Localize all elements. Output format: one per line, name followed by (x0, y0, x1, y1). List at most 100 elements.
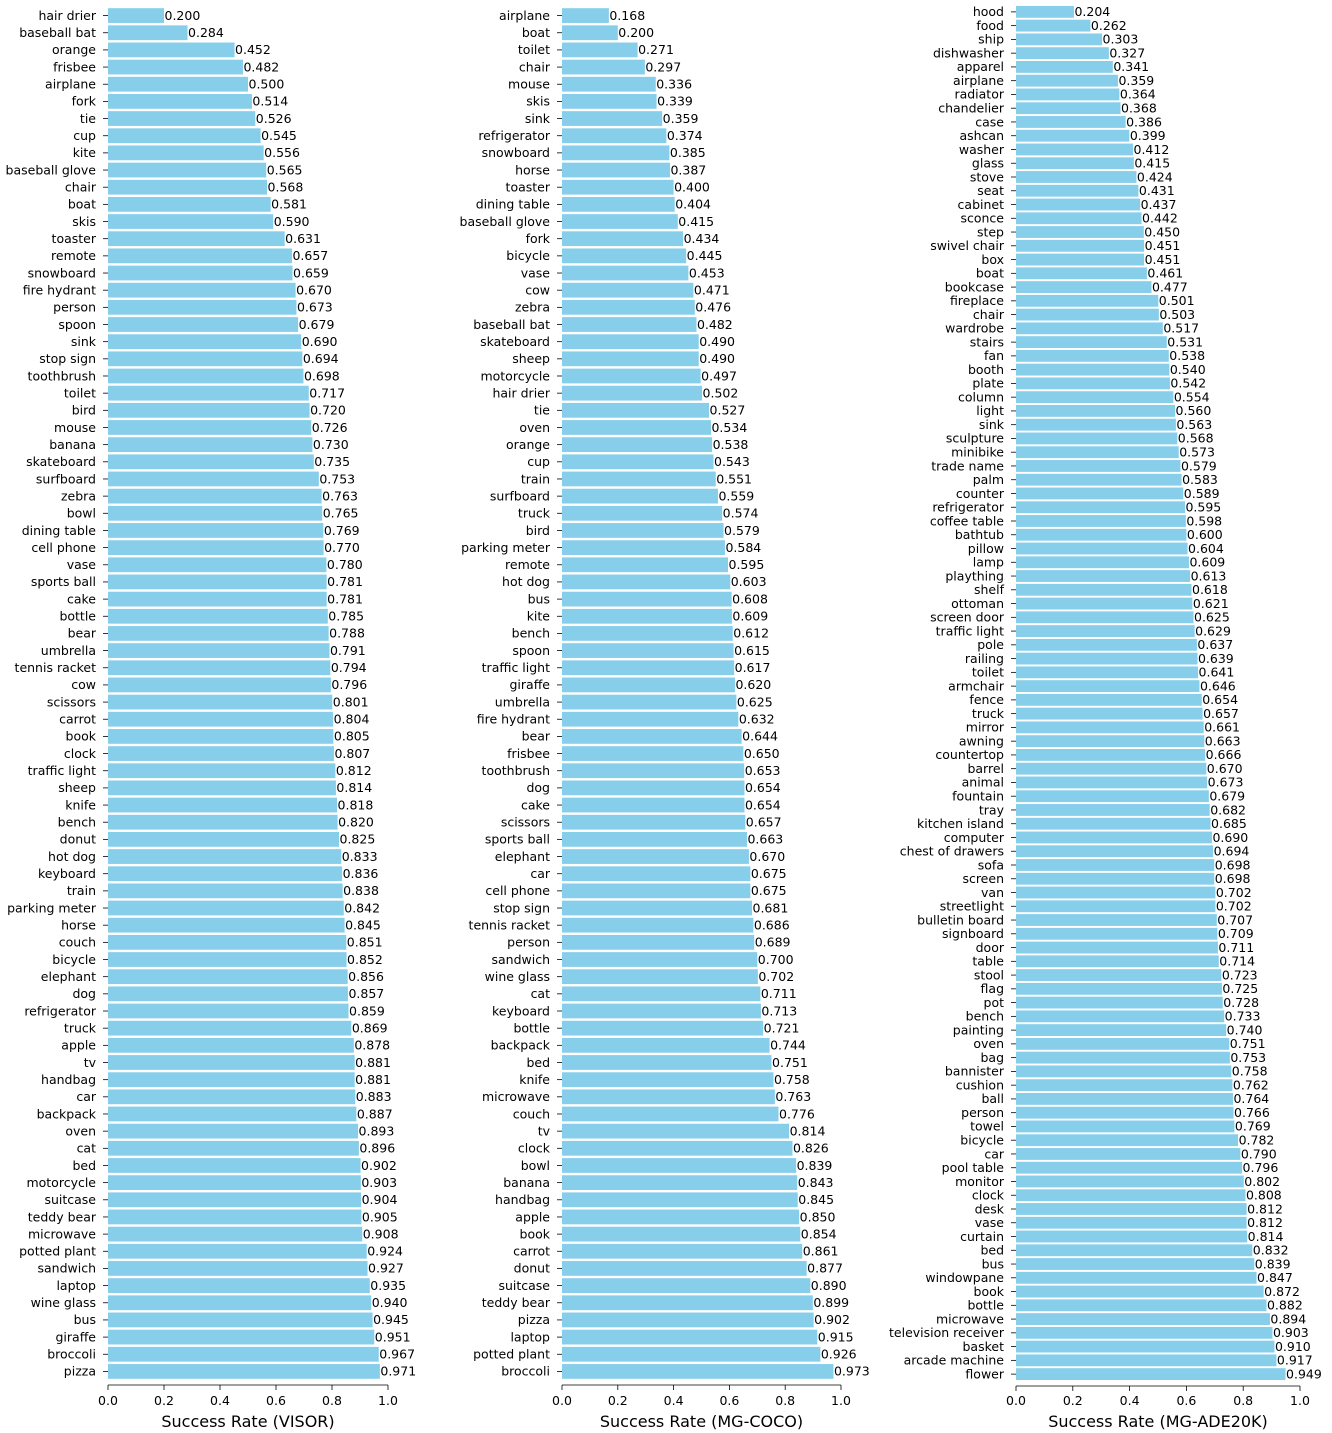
mg-coco-bar (562, 334, 699, 350)
mg-ade20k-bar (1016, 1010, 1225, 1023)
mg-ade20k-bar (1016, 61, 1113, 73)
mg-ade20k-category-label: microwave (936, 1311, 1004, 1326)
mg-coco-value-label: 0.551 (716, 471, 752, 486)
visor-bar (108, 763, 336, 779)
mg-ade20k-bar (1016, 749, 1206, 761)
mg-coco-bar (562, 488, 718, 504)
mg-coco-category-label: dining table (476, 197, 551, 212)
mg-ade20k-category-label: coffee table (930, 513, 1004, 528)
visor-value-label: 0.769 (324, 523, 360, 538)
mg-ade20k-value-label: 0.531 (1167, 334, 1203, 349)
mg-ade20k-category-label: booth (968, 362, 1004, 377)
mg-ade20k-x-axis-title: Success Rate (MG-ADE20K) (1048, 1412, 1268, 1431)
visor-bar (108, 214, 274, 229)
mg-ade20k-value-label: 0.839 (1255, 1256, 1291, 1271)
mg-ade20k-category-label: fountain (952, 789, 1004, 804)
visor-bar (108, 986, 348, 1002)
visor-bar (108, 574, 327, 590)
visor-category-label: bottle (59, 609, 96, 624)
mg-coco-bar (562, 917, 754, 933)
visor-value-label: 0.791 (330, 643, 366, 658)
mg-coco-bar (562, 351, 699, 367)
mg-ade20k-bar (1016, 239, 1145, 252)
mg-ade20k-value-label: 0.790 (1241, 1146, 1277, 1161)
mg-coco-bar (562, 1261, 807, 1276)
mg-ade20k-category-label: television receiver (889, 1325, 1005, 1340)
visor-bar (108, 934, 347, 950)
visor-x-axis-title: Success Rate (VISOR) (161, 1412, 334, 1431)
mg-ade20k-bar (1016, 817, 1211, 830)
mg-coco-chart: airplane 0.168 boat 0.200 toilet 0.271 chair 0.… (460, 8, 870, 1431)
mg-coco-category-label: tennis racket (469, 917, 551, 932)
mg-coco-bar (562, 1089, 775, 1105)
mg-coco-category-label: scissors (501, 815, 550, 830)
mg-ade20k-value-label: 0.685 (1211, 816, 1247, 831)
visor-value-label: 0.940 (372, 1295, 408, 1310)
mg-ade20k-bar (1016, 845, 1214, 858)
visor-x-tick-label: 1.0 (378, 1393, 398, 1408)
mg-ade20k-category-label: screen door (930, 610, 1005, 625)
mg-coco-value-label: 0.713 (761, 1003, 797, 1018)
mg-coco-value-label: 0.620 (735, 677, 771, 692)
mg-ade20k-value-label: 0.437 (1141, 197, 1177, 212)
mg-ade20k-bar (1016, 1340, 1275, 1353)
mg-ade20k-category-label: column (958, 389, 1004, 404)
mg-coco-x-tick-label: 0.6 (719, 1393, 739, 1408)
mg-coco-bar (562, 608, 732, 624)
mg-ade20k-bar (1016, 267, 1147, 280)
mg-ade20k-value-label: 0.431 (1139, 183, 1175, 198)
visor-category-label: backpack (37, 1106, 97, 1121)
visor-category-label: train (67, 883, 96, 898)
mg-coco-category-label: apple (515, 1209, 550, 1224)
visor-value-label: 0.893 (359, 1123, 395, 1138)
mg-ade20k-category-label: person (961, 1105, 1004, 1120)
mg-ade20k-category-label: trade name (931, 458, 1004, 473)
mg-coco-bar (562, 1158, 797, 1173)
visor-bar (108, 608, 328, 624)
mg-ade20k-value-label: 0.711 (1218, 940, 1254, 955)
visor-bar (108, 420, 312, 435)
mg-coco-category-label: toothbrush (482, 763, 550, 778)
mg-ade20k-bar (1016, 33, 1103, 46)
mg-ade20k-bar (1016, 638, 1197, 651)
mg-ade20k-value-label: 0.808 (1246, 1188, 1282, 1203)
visor-value-label: 0.887 (357, 1106, 393, 1121)
visor-category-label: bed (72, 1158, 96, 1173)
mg-ade20k-category-label: chandelier (938, 101, 1005, 116)
mg-ade20k-bar (1016, 900, 1216, 913)
mg-ade20k-bar (1016, 597, 1193, 610)
mg-coco-value-label: 0.854 (801, 1226, 837, 1241)
mg-ade20k-category-label: sink (979, 417, 1005, 432)
mg-coco-category-label: tie (534, 403, 550, 418)
mg-ade20k-category-label: towel (970, 1119, 1004, 1134)
mg-ade20k-value-label: 0.740 (1227, 1022, 1263, 1037)
mg-ade20k-bar (1016, 1189, 1246, 1202)
mg-ade20k-value-label: 0.766 (1234, 1105, 1270, 1120)
mg-ade20k-category-label: minibike (951, 445, 1004, 460)
mg-ade20k-category-label: light (976, 403, 1004, 418)
mg-ade20k-value-label: 0.560 (1176, 403, 1212, 418)
mg-ade20k-value-label: 0.609 (1189, 555, 1225, 570)
mg-ade20k-category-label: awning (959, 733, 1004, 748)
mg-coco-x-tick-label: 0.4 (664, 1393, 684, 1408)
mg-ade20k-bar (1016, 473, 1182, 486)
mg-ade20k-bar (1016, 996, 1223, 1009)
visor-value-label: 0.581 (271, 197, 307, 212)
mg-coco-value-label: 0.826 (793, 1141, 829, 1156)
visor-value-label: 0.951 (375, 1329, 411, 1344)
mg-coco-bar (562, 1329, 818, 1345)
mg-coco-value-label: 0.839 (797, 1158, 833, 1173)
mg-ade20k-category-label: hood (973, 4, 1004, 19)
mg-coco-bar (562, 145, 670, 161)
mg-coco-value-label: 0.579 (724, 523, 760, 538)
mg-ade20k-category-label: chest of drawers (900, 844, 1004, 859)
mg-ade20k-category-label: apparel (957, 59, 1004, 74)
mg-ade20k-value-label: 0.595 (1185, 500, 1221, 515)
mg-ade20k-value-label: 0.368 (1121, 101, 1157, 116)
visor-value-label: 0.763 (322, 488, 358, 503)
mg-coco-category-label: bird (526, 523, 550, 538)
mg-ade20k-value-label: 0.568 (1178, 431, 1214, 446)
mg-ade20k-category-label: ball (981, 1091, 1004, 1106)
mg-coco-category-label: car (530, 866, 551, 881)
mg-coco-category-label: couch (513, 1106, 550, 1121)
